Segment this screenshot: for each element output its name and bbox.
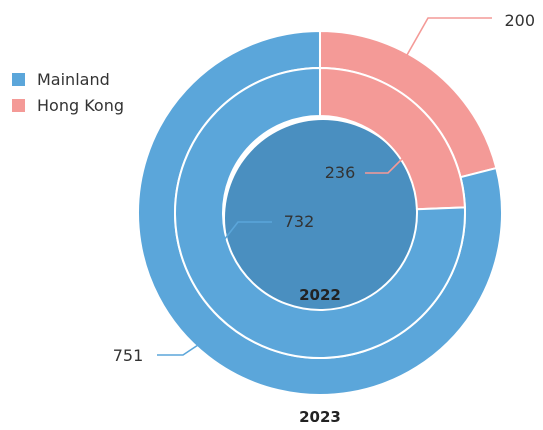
- ring-title-2022: 2022: [299, 286, 341, 304]
- label-inner-hong-kong: 236: [325, 163, 356, 182]
- label-inner-mainland: 732: [284, 212, 315, 231]
- ring-title-2023: 2023: [299, 408, 341, 426]
- leader-outer-hong-kong: [407, 18, 492, 55]
- label-outer-mainland: 751: [113, 346, 144, 365]
- label-outer-hong-kong: 200: [504, 11, 535, 30]
- leader-outer-mainland: [157, 345, 198, 355]
